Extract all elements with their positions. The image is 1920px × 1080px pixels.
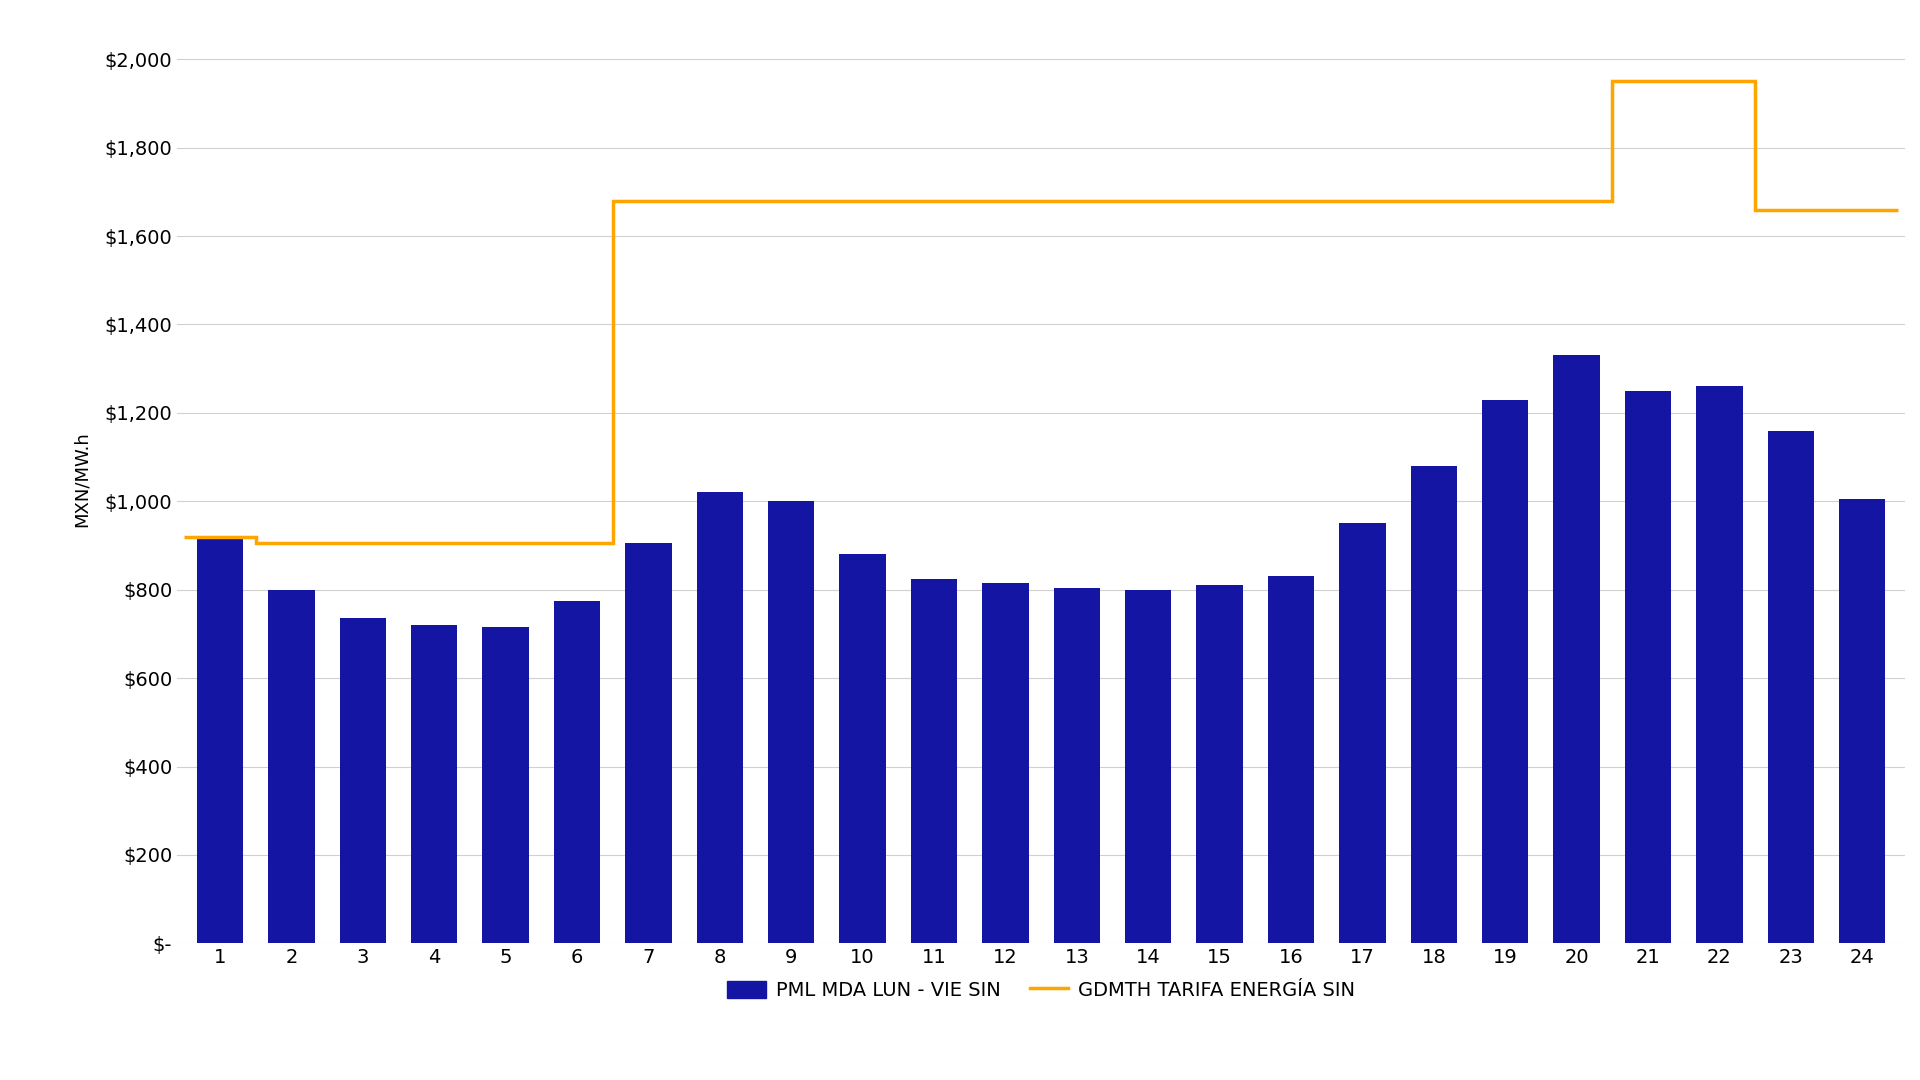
Bar [269,590,315,944]
Bar [626,543,672,944]
Bar [553,600,601,944]
Bar [411,625,457,944]
Bar [1839,499,1885,944]
Bar [983,583,1029,944]
Bar [910,579,958,944]
Bar [482,627,528,944]
Bar [1482,400,1528,944]
Bar [1338,524,1386,944]
Bar [1267,577,1313,944]
Bar [1125,590,1171,944]
Bar [1196,585,1242,944]
Bar [768,501,814,944]
Y-axis label: MXN/MW.h: MXN/MW.h [73,431,90,527]
Bar [1695,387,1743,944]
Bar [1553,355,1599,944]
Bar [839,554,885,944]
Legend: PML MDA LUN - VIE SIN, GDMTH TARIFA ENERGÍA SIN: PML MDA LUN - VIE SIN, GDMTH TARIFA ENER… [720,973,1363,1008]
Bar [697,492,743,944]
Bar [196,537,244,944]
Bar [1054,588,1100,944]
Bar [1411,465,1457,944]
Bar [340,619,386,944]
Bar [1624,391,1670,944]
Bar [1768,431,1814,944]
